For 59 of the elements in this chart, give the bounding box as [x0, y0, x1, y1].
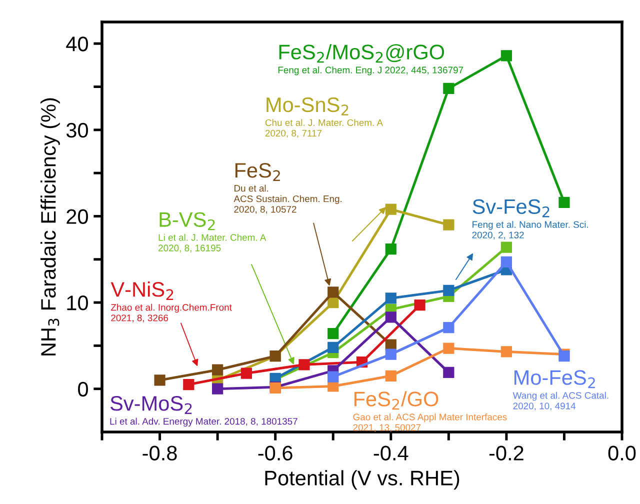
annotation: Li et al. J. Mater. Chem. A 2020, 8, 16195: [158, 234, 266, 252]
point: [500, 242, 512, 253]
y-axis-title: NH$_{3}$ Faradaic Efficiency (%): [40, 98, 60, 356]
text: Sv-FeS$_{2}$: [472, 199, 550, 218]
point: [500, 256, 512, 268]
point: [443, 284, 454, 296]
point: [443, 342, 454, 354]
point: [443, 82, 454, 94]
text: V-NiS$_{2}$: [110, 281, 174, 300]
point: [443, 322, 454, 334]
point: [443, 219, 454, 230]
point: [385, 370, 396, 382]
y-tick-label: 10: [67, 296, 88, 310]
text: Mo-SnS$_{2}$: [266, 97, 348, 116]
x-tick-label: -0.2: [489, 446, 524, 460]
point: [240, 368, 252, 379]
x-tick-label: -0.4: [374, 446, 408, 460]
y-tick-label: 0: [78, 382, 88, 397]
point: [328, 342, 339, 353]
point: [183, 378, 194, 390]
point: [385, 312, 396, 323]
annotation: Li et al. Adv. Energy Mater. 2018, 8, 1801357: [110, 418, 298, 427]
annotation: Du et al. ACS Sustain. Chem. Eng. 2020, 8, 10572: [234, 184, 342, 214]
y-tick-label: 30: [66, 122, 88, 138]
point: [500, 346, 512, 358]
y-tick-label: 20: [66, 209, 88, 224]
point: [154, 374, 166, 386]
point: [328, 328, 339, 340]
point: [385, 243, 396, 255]
point: [385, 348, 396, 360]
point: [328, 371, 339, 382]
annotation: Gao et al. ACS Appl Mater Interfaces 2021, 13, 50027: [353, 413, 507, 432]
point: [328, 296, 339, 308]
series-label: FeS$_{2}$/MoS$_{2}$@rGO: [279, 44, 444, 63]
point: [414, 300, 426, 311]
text: B-VS$_{2}$: [160, 212, 215, 230]
point: [500, 50, 512, 62]
series-label: Sv-MoS$_{2}$: [110, 396, 192, 414]
point: [328, 286, 339, 298]
series-label: FeS$_{2}$/GO: [354, 391, 438, 410]
x-axis-title: Potential (V vs. RHE): [265, 470, 460, 490]
point: [558, 196, 570, 208]
x-tick-label: 0.0: [608, 446, 636, 460]
annotation: Feng et al. Nano Mater. Sci. 2020, 2, 132: [472, 220, 588, 240]
point: [385, 292, 396, 304]
series-label: Mo-FeS$_{2}$: [514, 370, 595, 388]
text: FeS$_{2}$: [235, 162, 280, 181]
annotation: Chu et al. J. Mater. Chem. A 2020, 8, 7117: [265, 119, 384, 138]
y-tick-label: 40: [66, 36, 88, 52]
annotation: Zhao et al. Inorg.Chem.Front 2021, 8, 3266: [110, 304, 232, 322]
annotation: Wang et al. ACS Catal. 2020, 10, 4914: [512, 392, 608, 410]
point: [212, 364, 224, 376]
point: [212, 383, 224, 394]
annotation: Feng et al. Chem. Eng. J 2022, 445, 136797: [278, 66, 464, 76]
point: [298, 359, 310, 370]
x-tick-label: -0.8: [142, 446, 177, 460]
x-tick-label: -0.6: [258, 446, 292, 460]
point: [443, 366, 454, 378]
point: [385, 204, 396, 215]
